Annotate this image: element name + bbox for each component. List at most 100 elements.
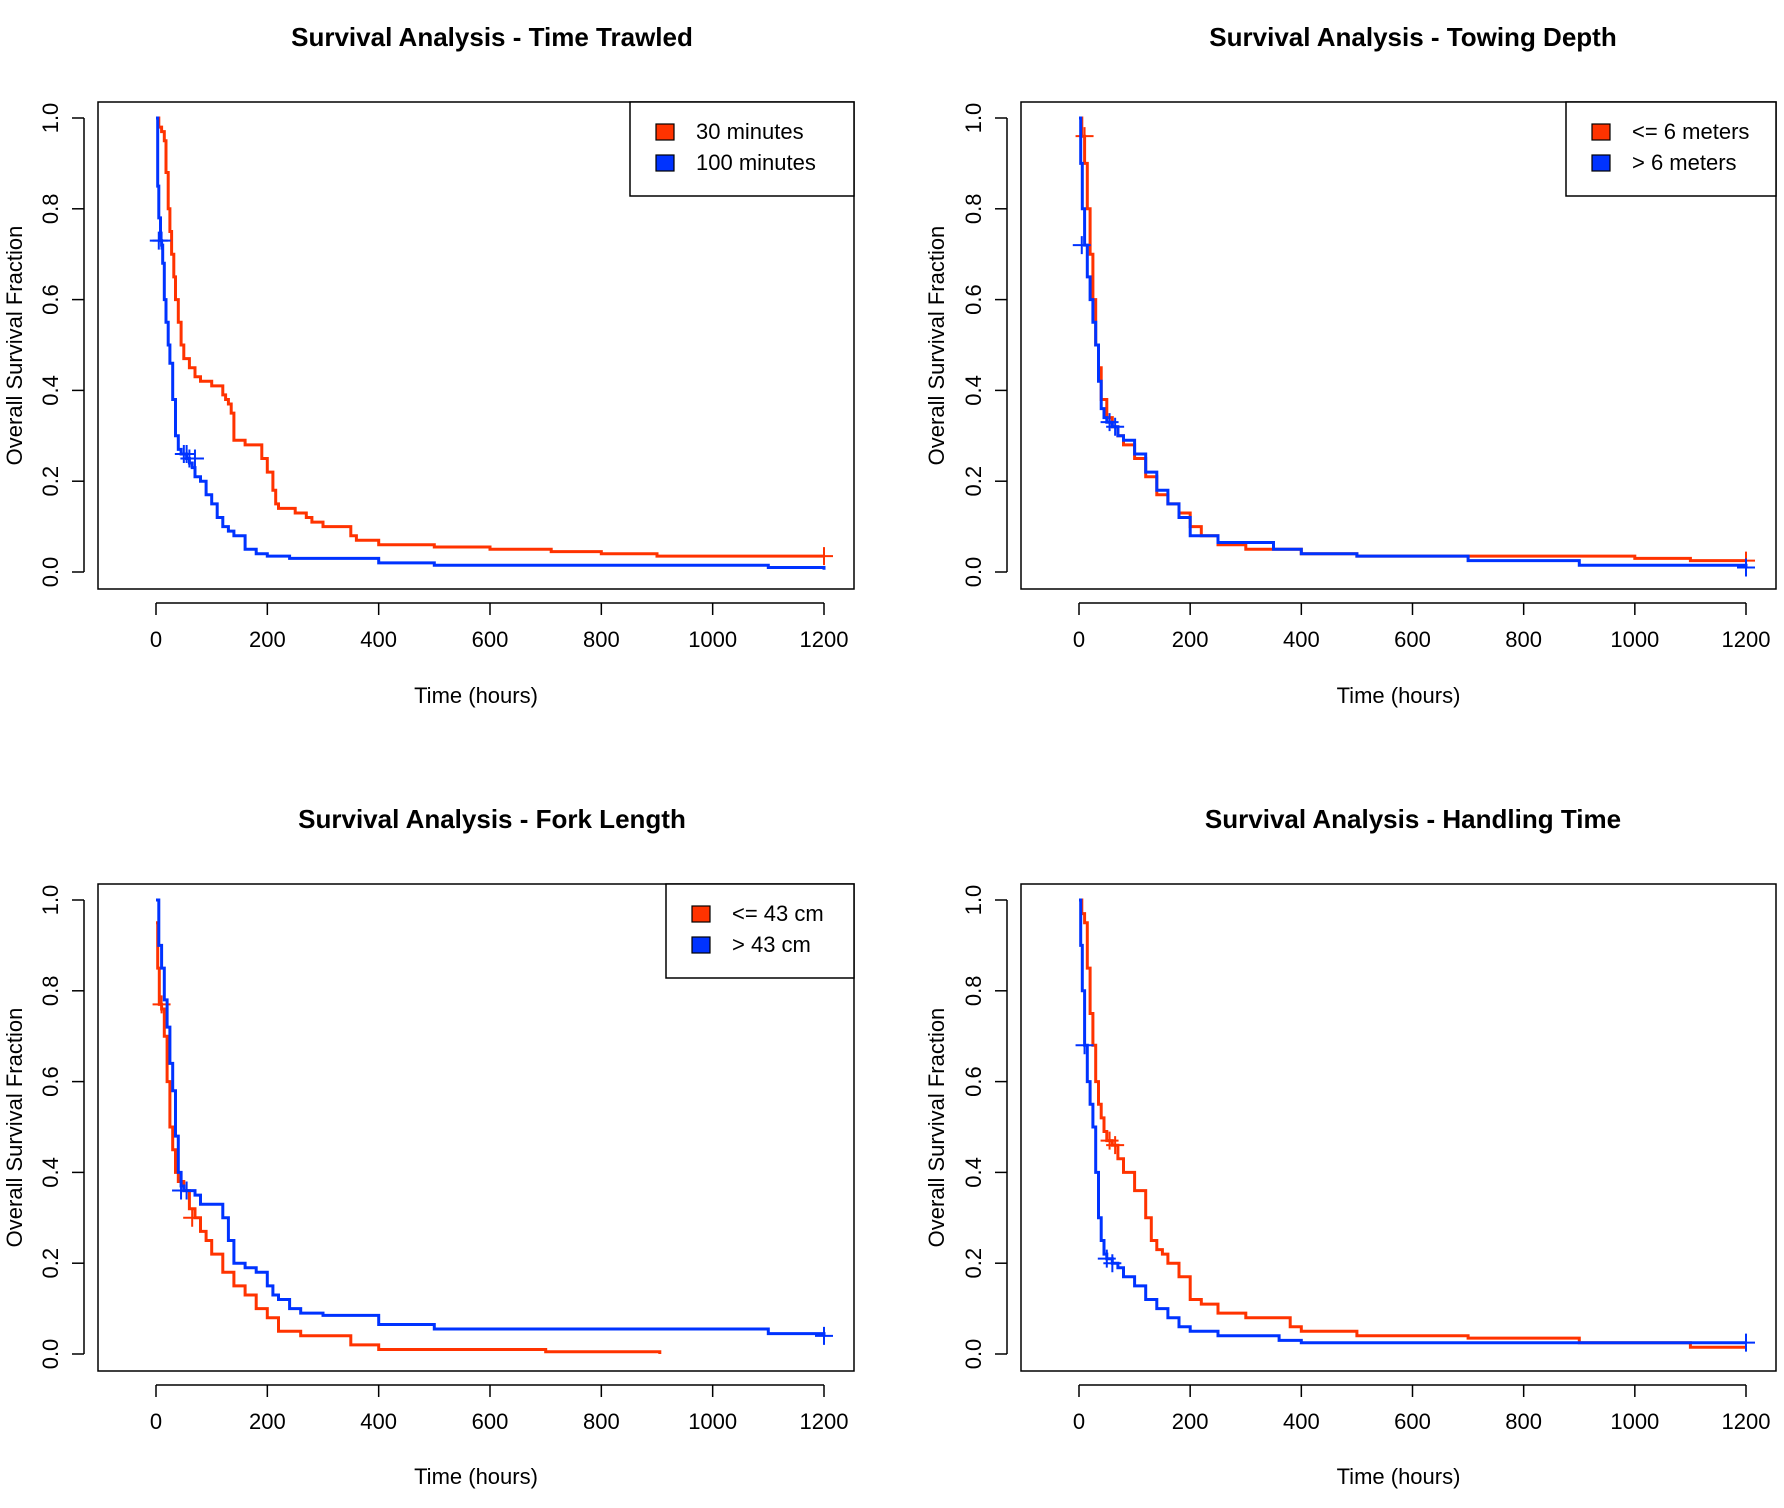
y-tick-label: 0.2 (38, 466, 63, 497)
legend-label: <= 43 cm (732, 901, 824, 926)
chart-title: Survival Analysis - Handling Time (1205, 804, 1621, 834)
y-tick-label: 1.0 (38, 885, 63, 916)
plot-frame (97, 101, 855, 590)
x-tick-label: 200 (249, 627, 286, 652)
legend-swatch (655, 154, 675, 172)
censor-mark (177, 1181, 196, 1200)
x-tick-label: 400 (360, 1409, 397, 1434)
y-tick-label: 0.6 (961, 1066, 986, 1097)
x-tick-label: 200 (249, 1409, 286, 1434)
legend-swatch (691, 905, 711, 923)
y-tick-label: 0.0 (961, 1339, 986, 1370)
x-tick-label: 800 (583, 1409, 620, 1434)
legend-label: 100 minutes (696, 150, 816, 175)
x-tick-label: 600 (1394, 627, 1431, 652)
y-axis-label: Overall Survival Fraction (2, 226, 27, 466)
legend-label: > 43 cm (732, 932, 811, 957)
y-axis-label: Overall Survival Fraction (2, 1008, 27, 1248)
censor-mark (183, 1208, 202, 1227)
x-tick-label: 0 (1073, 1409, 1085, 1434)
censor-mark (815, 547, 833, 566)
legend: <= 43 cm > 43 cm (665, 883, 855, 979)
x-tick-label: 400 (1283, 1409, 1320, 1434)
legend-box (665, 883, 855, 979)
censor-mark (177, 444, 196, 463)
x-axis-label: Time (hours) (1337, 683, 1461, 708)
chart-panel-1: Survival Analysis - Time Trawled 0 200 400 6… (2, 22, 855, 708)
chart-title: Survival Analysis - Towing Depth (1209, 22, 1616, 52)
x-tick-label: 1200 (1722, 1409, 1771, 1434)
x-tick-label: 400 (360, 627, 397, 652)
y-tick-label: 0.4 (961, 1157, 986, 1188)
y-axis-label: Overall Survival Fraction (924, 1008, 949, 1248)
x-tick-label: 200 (1172, 627, 1209, 652)
legend-label: > 6 meters (1632, 150, 1737, 175)
y-tick-label: 1.0 (961, 103, 986, 134)
x-tick-label: 1200 (1722, 627, 1771, 652)
x-tick-label: 1000 (1610, 627, 1659, 652)
censor-mark (1737, 1333, 1755, 1352)
y-tick-label: 1.0 (38, 103, 63, 134)
y-tick-label: 0.8 (38, 976, 63, 1007)
chart-panel-4: Survival Analysis - Handling Time 0 200 400… (924, 804, 1777, 1489)
censor-mark (1075, 127, 1094, 146)
series-line-1 (1079, 898, 1746, 1349)
chart-title: Survival Analysis - Fork Length (298, 804, 686, 834)
x-tick-label: 1000 (688, 627, 737, 652)
series-line-2 (156, 116, 826, 570)
x-tick-label: 0 (150, 627, 162, 652)
y-tick-label: 0.0 (38, 557, 63, 588)
y-tick-label: 0.6 (38, 284, 63, 315)
y-tick-label: 0.0 (961, 557, 986, 588)
censor-mark (1103, 1254, 1122, 1273)
y-tick-label: 0.2 (38, 1248, 63, 1279)
y-tick-label: 0.2 (961, 1248, 986, 1279)
legend-swatch (691, 936, 711, 954)
x-tick-label: 200 (1172, 1409, 1209, 1434)
legend-box (629, 101, 855, 197)
legend-swatch (1591, 123, 1611, 141)
legend: 30 minutes 100 minutes (629, 101, 855, 197)
x-axis-label: Time (hours) (414, 683, 538, 708)
censor-mark (185, 449, 204, 468)
censor-mark (1106, 1136, 1125, 1155)
x-axis-label: Time (hours) (1337, 1464, 1461, 1489)
y-tick-label: 0.8 (38, 194, 63, 225)
y-tick-label: 0.4 (38, 1157, 63, 1188)
censor-mark (1737, 558, 1755, 577)
series-line-2 (156, 898, 826, 1336)
x-tick-label: 1000 (1610, 1409, 1659, 1434)
x-tick-label: 400 (1283, 627, 1320, 652)
y-tick-label: 1.0 (961, 885, 986, 916)
plot-frame (97, 883, 855, 1372)
series-line-1 (156, 116, 824, 558)
y-axis-label: Overall Survival Fraction (924, 226, 949, 466)
y-tick-label: 0.8 (961, 194, 986, 225)
censor-mark (815, 1326, 833, 1345)
x-tick-label: 1200 (800, 627, 849, 652)
legend-box (1565, 101, 1777, 197)
censor-mark (1072, 236, 1091, 255)
y-tick-label: 0.0 (38, 1339, 63, 1370)
y-tick-label: 0.4 (38, 375, 63, 406)
x-tick-label: 800 (583, 627, 620, 652)
chart-title: Survival Analysis - Time Trawled (291, 22, 693, 52)
chart-panel-3: Survival Analysis - Fork Length 0 200 400 60… (2, 804, 855, 1489)
x-axis-label: Time (hours) (414, 1464, 538, 1489)
x-tick-label: 1000 (688, 1409, 737, 1434)
series-line-1 (156, 921, 662, 1354)
y-tick-label: 0.2 (961, 466, 986, 497)
legend-label: 30 minutes (696, 119, 804, 144)
plot-frame (1020, 101, 1777, 590)
legend-label: <= 6 meters (1632, 119, 1749, 144)
y-tick-label: 0.4 (961, 375, 986, 406)
plot-frame (1020, 883, 1777, 1372)
legend-swatch (1591, 154, 1611, 172)
x-tick-label: 800 (1505, 627, 1542, 652)
censor-mark (1075, 1036, 1094, 1055)
x-tick-label: 600 (1394, 1409, 1431, 1434)
x-tick-label: 600 (472, 1409, 509, 1434)
x-tick-label: 800 (1505, 1409, 1542, 1434)
x-tick-label: 1200 (800, 1409, 849, 1434)
